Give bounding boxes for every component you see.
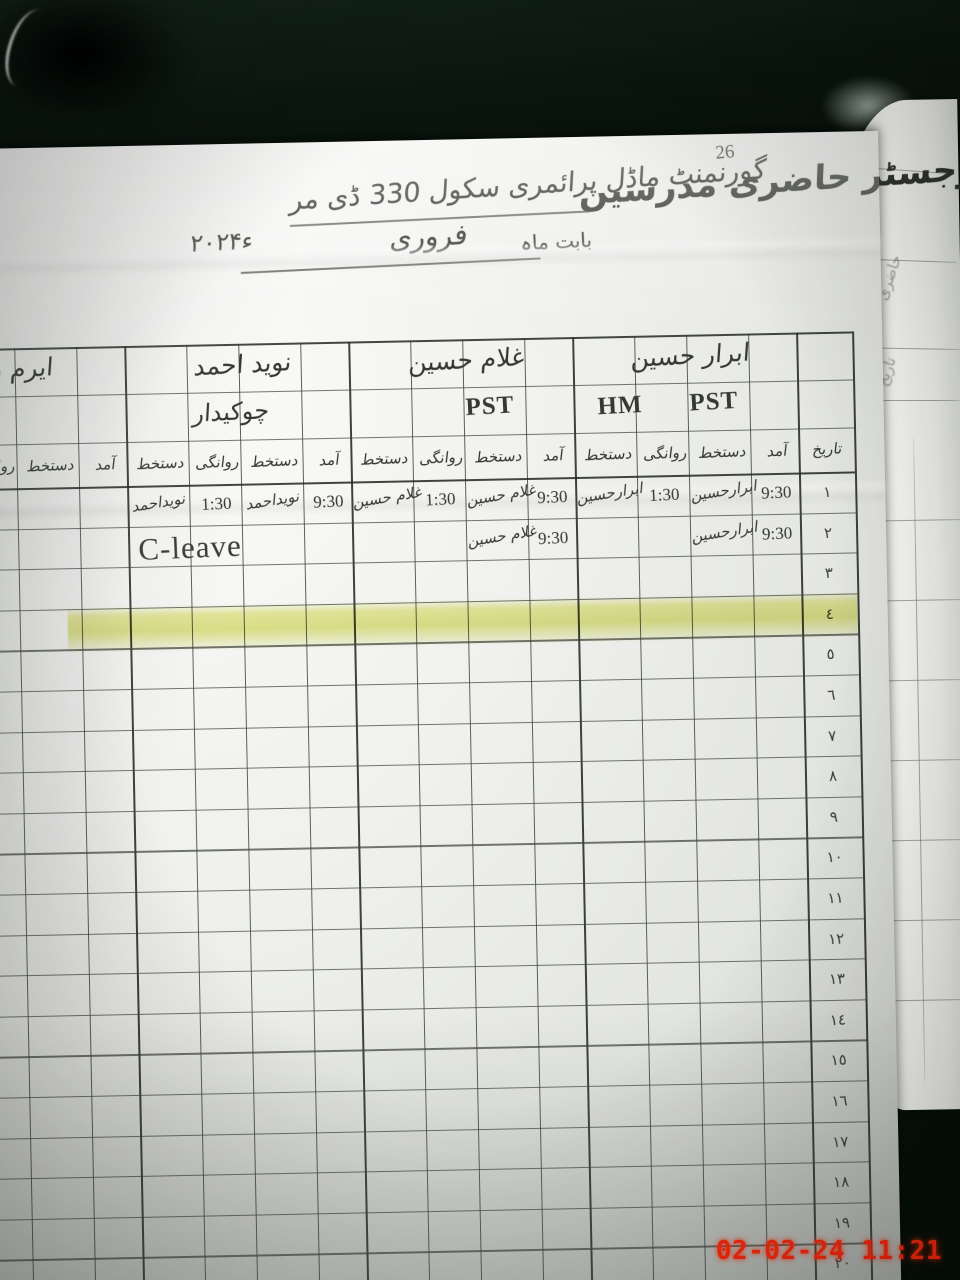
signature-in_sig-r0-t1: غلام حسین: [466, 480, 538, 510]
year-value: ۲۰۲۴ء: [189, 226, 255, 258]
month-value: فروری: [388, 217, 470, 256]
signature-in_sig-r0-t0: ابرارحسین: [690, 476, 759, 506]
row-date-١٢: ١٢: [827, 929, 845, 948]
camera-timestamp: 02-02-24 11:21: [715, 1236, 942, 1266]
teacher-name-0: ابرار حسین: [630, 337, 751, 374]
row-date-١: ١: [822, 482, 832, 502]
subheader-دستخط-3: دستخط: [25, 455, 76, 476]
time-in_time-r0-t0: 9:30: [760, 482, 792, 503]
subheader-روانگی-1: روانگی: [418, 447, 465, 468]
subheader-دستخط-0: دستخط: [583, 444, 634, 465]
signature-out_sig-r0-t0: ابرارحسین: [576, 478, 645, 508]
time-in_time-r0-t2: 9:30: [312, 491, 344, 512]
month-label: بابت ماہ: [519, 227, 593, 256]
subheader-روانگی-0: روانگی: [642, 443, 689, 464]
grid-hline: [0, 1202, 870, 1222]
grid-hline: [0, 877, 864, 897]
grid-hline: [0, 1039, 867, 1059]
teacher-post-1: PST: [465, 391, 516, 422]
row-date-٨: ٨: [828, 766, 838, 786]
time-out_time-r0-t1: 1:30: [424, 489, 456, 510]
grid-hline: [0, 1120, 868, 1141]
teacher-designation-0: HM: [596, 390, 644, 421]
background-shadow-blob: [0, 0, 190, 115]
row-date-٥: ٥: [826, 645, 836, 664]
grid-hline: [0, 1080, 868, 1100]
time-out_time-r0-t0: 1:30: [648, 484, 680, 505]
time-in_time-r1-t0: 9:30: [761, 522, 793, 544]
leave-note-1-2: C-leave: [137, 527, 243, 567]
row-date-١٨: ١٨: [832, 1172, 850, 1192]
row-date-١١: ١١: [826, 888, 844, 908]
grid-hline: [0, 796, 862, 816]
attendance-table: تاریخ ابرار حسین HM PST آمد دستخط روانگی دستخط غ…: [0, 331, 874, 1280]
row-date-٩: ٩: [829, 807, 839, 826]
signature-out_sig-r0-t2: نویداحمد: [131, 488, 187, 516]
time-out_time-r0-t2: 1:30: [200, 493, 232, 514]
row-date-٧: ٧: [827, 726, 837, 745]
subheader-روانگی-3: روانگی: [0, 456, 17, 477]
grid-hline: [0, 999, 866, 1019]
subheader-آمد-3: آمد: [94, 454, 117, 474]
subheader-دستخط-1: دستخط: [473, 446, 524, 467]
subheader-روانگی-2: روانگی: [194, 452, 241, 473]
row-date-١٦: ١٦: [830, 1091, 849, 1111]
subheader-دستخط-0: دستخط: [697, 442, 748, 463]
grid-hline: [0, 836, 863, 857]
subheader-آمد-2: آمد: [318, 450, 341, 470]
signature-out_sig-r0-t1: غلام حسین: [352, 482, 424, 512]
signature-in_sig-r1-t1: غلام حسین: [467, 520, 538, 551]
grid-hline: [0, 714, 860, 735]
date-column-header: تاریخ: [811, 439, 844, 459]
signature-in_sig-r0-t2: نویداحمد: [245, 486, 301, 514]
subheader-آمد-1: آمد: [542, 446, 565, 465]
time-in_time-r1-t1: 9:30: [537, 527, 569, 548]
row-date-١٣: ١٣: [828, 969, 846, 989]
grid-hline: [0, 958, 865, 978]
row-date-٦: ٦: [826, 685, 836, 705]
time-in_time-r0-t1: 9:30: [536, 486, 568, 508]
teacher-post-0: PST: [689, 386, 740, 417]
grid-hline: [0, 1161, 869, 1181]
row-date-١٧: ١٧: [831, 1132, 849, 1151]
teacher-name-2: نوید احمد: [192, 346, 293, 382]
row-date-٤: ٤: [825, 604, 835, 623]
month-underline: [240, 257, 541, 274]
teacher-post-2: چوکیدار: [192, 396, 271, 428]
grid-hline: [0, 917, 864, 938]
grid-hline: [0, 633, 859, 654]
row-date-٣: ٣: [824, 563, 834, 583]
row-date-١٥: ١٥: [830, 1050, 848, 1070]
subheader-دستخط-1: دستخط: [359, 448, 410, 469]
grid-hline: [0, 674, 859, 694]
subheader-دستخط-2: دستخط: [135, 453, 186, 474]
school-name-line: گورنمنٹ ماڈل پرائمری سکول 330 ڈی مر: [288, 154, 768, 217]
row-date-١٤: ١٤: [829, 1010, 847, 1030]
subheader-آمد-0: آمد: [766, 441, 789, 461]
signature-in_sig-r1-t0: ابرارحسین: [691, 516, 760, 546]
row-date-٢: ٢: [823, 523, 833, 542]
subheader-دستخط-2: دستخط: [249, 451, 300, 472]
register-page: 26 رجسٹر حاضری مدرسین گورنمنٹ ماڈل پرائم…: [0, 130, 960, 1280]
teacher-name-3: ایرم ن: [0, 352, 55, 386]
row-date-١٠: ١٠: [826, 847, 844, 867]
row-date-١٩: ١٩: [833, 1213, 851, 1233]
grid-hline: [0, 755, 861, 775]
teacher-name-1: غلام حسین: [407, 341, 526, 378]
